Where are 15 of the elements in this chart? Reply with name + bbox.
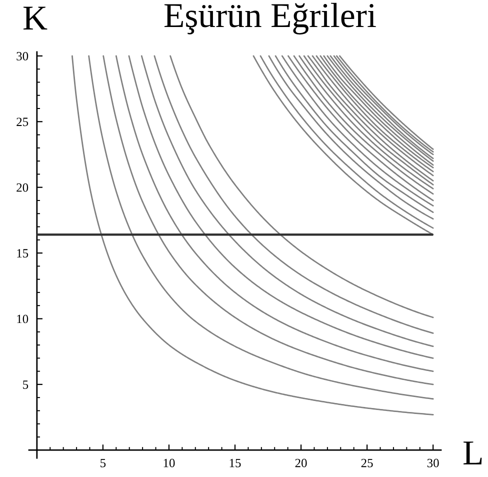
x-tick-label: 20	[295, 458, 307, 468]
chart-title: Eşürün Eğrileri	[164, 2, 376, 34]
y-axis-title: K	[23, 6, 48, 30]
y-tick-label: 15	[17, 249, 28, 258]
y-tick-label: 5	[23, 380, 28, 389]
x-tick-label: 30	[427, 458, 439, 468]
y-tick-label: 20	[16, 183, 28, 192]
y-tick-label: 25	[16, 118, 28, 126]
x-tick-label: 10	[164, 458, 175, 468]
x-tick-label: 25	[361, 458, 373, 468]
x-axis-title: L	[464, 442, 482, 464]
x-tick-label: 5	[100, 458, 106, 468]
y-tick-label: 30	[16, 52, 28, 60]
x-tick-label: 15	[230, 458, 241, 468]
y-tick-label: 10	[17, 314, 28, 324]
